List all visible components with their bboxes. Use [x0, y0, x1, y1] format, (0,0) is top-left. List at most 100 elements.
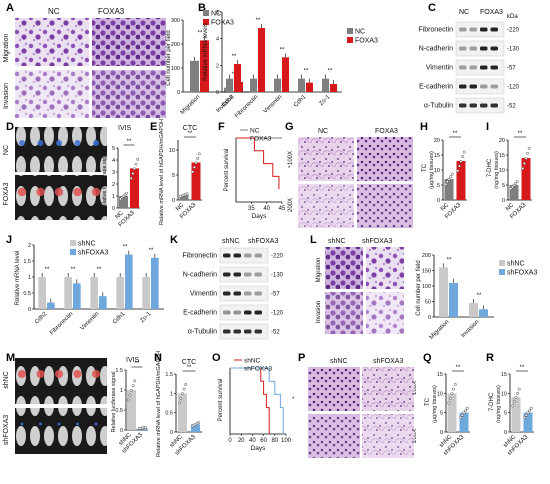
O-xtick-label: 20: [238, 438, 245, 444]
N-ytick-label: 0: [170, 430, 173, 436]
g-100x-label: 100X: [288, 151, 294, 165]
F-ylabel: Percent survival: [224, 149, 230, 192]
cBlot-band: [490, 27, 498, 32]
p-100x-label: 100X: [412, 381, 418, 395]
Q-bar: [459, 412, 469, 432]
R-point: [517, 387, 521, 391]
O-xtick-label: 40: [249, 438, 256, 444]
L-bar: [439, 267, 448, 317]
M-point: [133, 379, 137, 383]
B-ytick-label: 0: [216, 90, 219, 96]
kBlot-band: [254, 310, 262, 315]
Q-ytick-label: 15: [437, 372, 443, 378]
cBlot-kda-value: -120: [507, 85, 520, 91]
m-shnc-row-label: shNC: [3, 371, 10, 389]
O-xlabel: Days: [251, 445, 267, 452]
cBlot-band: [469, 65, 477, 70]
B-bar: [298, 78, 305, 92]
B-xtick-label: Cdh2: [221, 94, 236, 109]
D-bar: [130, 168, 139, 208]
B-ytick-label: 4: [216, 37, 219, 43]
mSpots-signal: [57, 422, 61, 426]
panel-letter-l: L: [310, 234, 317, 246]
F-sig-label: *: [288, 166, 291, 172]
dSpots-signal: [91, 187, 101, 197]
panel-letter-a: A: [6, 2, 14, 14]
B-bar: [322, 78, 329, 92]
B-legend-swatch: [347, 37, 353, 43]
panel-letter-q: Q: [423, 352, 432, 364]
L-ylabel: Cell number per field: [416, 260, 422, 315]
cBlot-band: [490, 84, 498, 89]
F-legend-label: NC: [250, 128, 260, 135]
D-point: [125, 191, 129, 195]
dSpots-signal: [93, 140, 99, 146]
cBlot-band: [459, 46, 467, 51]
H-point: [462, 150, 466, 154]
E-point: [196, 156, 200, 160]
Q-point: [453, 382, 457, 386]
cBlot-band: [469, 46, 477, 51]
g-nc-100x-image: [298, 137, 354, 181]
J-sig-label: **: [123, 245, 128, 251]
dSpots-signal: [17, 187, 27, 197]
R-ytick-label: 5: [504, 411, 507, 417]
m-ivis-label: IVIS: [126, 357, 140, 364]
cBlot-row-label: α-Tubulin: [424, 103, 453, 110]
A-legend-swatch: [203, 10, 209, 16]
kBlot-row-label: Vimentin: [190, 291, 217, 298]
panel-letter-e: E: [150, 121, 158, 133]
E-point: [185, 192, 189, 196]
I-ytick-label: 15: [499, 153, 505, 159]
M-point: [126, 398, 130, 402]
kBlot-band: [233, 253, 241, 258]
kBlot-row-label: E-cadherin: [183, 310, 217, 317]
kBlot-kda-value: -120: [271, 311, 284, 317]
g-foxa3-100x-image: [357, 137, 413, 181]
R-point: [523, 416, 527, 419]
D-ytick-label: 3: [112, 170, 115, 176]
l-shnc-header: shNC: [328, 238, 346, 245]
p-shnc-header: shNC: [330, 358, 348, 365]
D-bar: [119, 196, 128, 208]
cBlot-band: [459, 65, 467, 70]
J-legend-swatch: [70, 240, 76, 246]
L-sig-label: **: [477, 293, 482, 299]
R-point: [528, 409, 532, 412]
d-ivis-label: IVIS: [118, 125, 132, 132]
N-point: [179, 396, 183, 400]
kBlot-lane-box: [219, 285, 269, 302]
panel-letter-o: O: [212, 352, 221, 364]
cBlot-band: [480, 84, 488, 89]
cBlot-band: [469, 27, 477, 32]
R-point: [514, 396, 518, 399]
panel-letter-c: C: [428, 2, 436, 14]
panel-letter-k: K: [170, 234, 178, 246]
H-bar: [444, 179, 454, 200]
J-bar: [151, 257, 159, 309]
E-bar: [191, 162, 201, 200]
a-migration-row-label: Migration: [3, 34, 10, 63]
p-200x-label: 200X: [412, 429, 418, 443]
kBlot-band: [254, 272, 262, 277]
H-point: [447, 177, 451, 181]
kBlot-band: [223, 272, 231, 277]
cBlot-band: [469, 103, 477, 108]
panel-letter-r: R: [486, 352, 494, 364]
D-point: [136, 157, 140, 161]
Q-point: [448, 396, 452, 400]
cBlot-band: [480, 46, 488, 51]
I-point: [514, 181, 518, 185]
cBlot-band: [490, 65, 498, 70]
g-200x-label: 200X: [288, 198, 294, 212]
J-bar: [38, 277, 46, 309]
dSpots-signal: [36, 187, 45, 197]
R-ytick-label: 0: [504, 430, 507, 436]
M-point: [128, 393, 132, 397]
panel-letter-i: I: [486, 121, 490, 133]
I-ytick-label: 20: [499, 138, 505, 144]
I-bar: [521, 158, 531, 200]
E-point: [197, 152, 201, 156]
R-ytick-label: 15: [501, 372, 507, 378]
O-sig-label: *: [292, 397, 295, 403]
